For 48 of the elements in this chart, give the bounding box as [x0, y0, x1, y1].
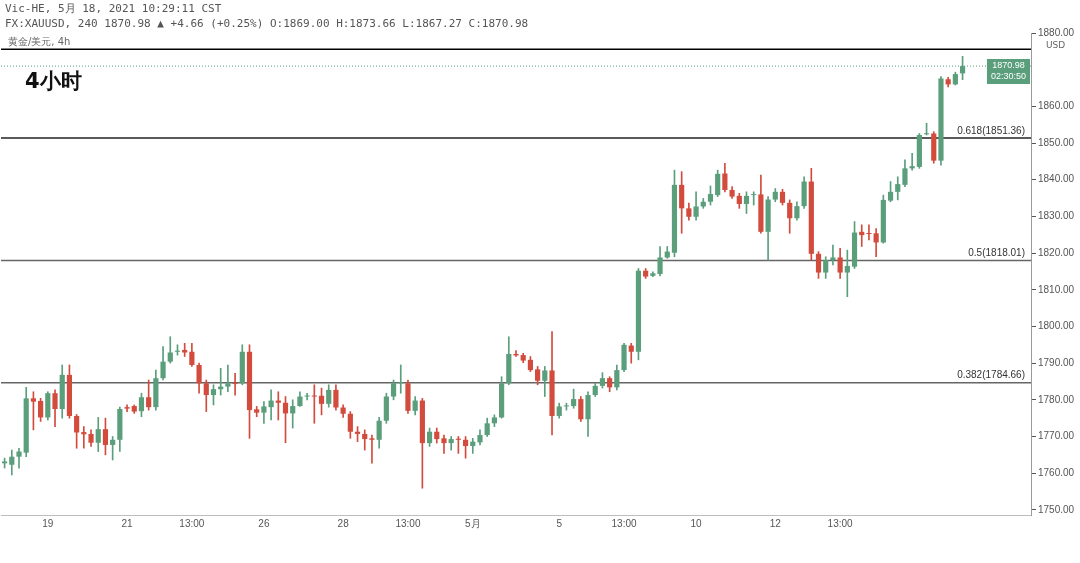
x-tick-label: 19: [42, 517, 54, 529]
text: FX:XAUUSD, 240 1870.98 ▲ +4.66 (+0.25%) O:1869.00 H:1873.66 L:1867.27 C:1870.98: [5, 17, 529, 30]
text: 4小时: [25, 69, 82, 93]
y-axis-title: USD: [1044, 40, 1067, 50]
candlestick: [311, 384, 317, 424]
x-tick-label: 13:00: [179, 517, 205, 529]
y-tick-label: 1750.00: [1038, 503, 1075, 515]
candlestick: [81, 426, 87, 449]
candlestick: [909, 152, 915, 171]
candlestick: [866, 224, 872, 241]
x-tick-label: 5月: [465, 517, 481, 529]
y-tick-label: 1760.00: [1038, 466, 1075, 478]
y-tick-label: 1800.00: [1038, 320, 1075, 332]
chart-subtitle: 黄金/美元, 4h: [8, 36, 71, 47]
x-tick-label: 28: [337, 517, 350, 529]
y-tick-label: 1860.00: [1038, 100, 1075, 112]
text: Vic-HE, 5月 18, 2021 10:29:11 CST: [5, 2, 222, 15]
candlestick: [830, 244, 836, 266]
y-tick-label: 1780.00: [1038, 393, 1075, 405]
candlestick: [369, 434, 375, 464]
candlestick: [275, 391, 281, 421]
y-tick-label: 1850.00: [1038, 136, 1075, 148]
y-tick-label: 1840.00: [1038, 173, 1075, 185]
ref-line-label: 1870.98 02:30:50: [990, 59, 1027, 81]
x-tick-label: 10: [690, 517, 703, 529]
candlestick: [225, 364, 231, 393]
candlestick: [844, 249, 850, 298]
x-tick-label: 13:00: [611, 517, 637, 529]
candlestick: [232, 373, 238, 396]
ref-line-label: 0.5(1818.01): [968, 247, 1025, 259]
x-tick-label: 12: [769, 517, 782, 529]
ref-line-label: 0.618(1851.36): [957, 124, 1025, 136]
y-tick-label: 1770.00: [1038, 430, 1075, 442]
x-tick-label: 26: [258, 517, 270, 529]
candlestick: [751, 191, 757, 206]
x-tick-label: 13:00: [827, 517, 854, 529]
y-tick-label: 1790.00: [1038, 356, 1075, 368]
x-tick-label: 21: [121, 517, 134, 529]
candlestick: [304, 392, 310, 401]
y-tick-label: 1820.00: [1038, 246, 1075, 258]
ref-line-label: 0.382(1784.66): [957, 369, 1025, 381]
y-tick-label: 1810.00: [1038, 283, 1075, 295]
candlestick: [290, 399, 296, 429]
y-tick-label: 1880.00: [1038, 26, 1075, 38]
x-tick-label: 13:00: [395, 517, 421, 529]
candlestick: [398, 364, 404, 394]
y-tick-label: 1830.00: [1038, 210, 1075, 222]
x-tick-label: 5: [556, 517, 563, 529]
